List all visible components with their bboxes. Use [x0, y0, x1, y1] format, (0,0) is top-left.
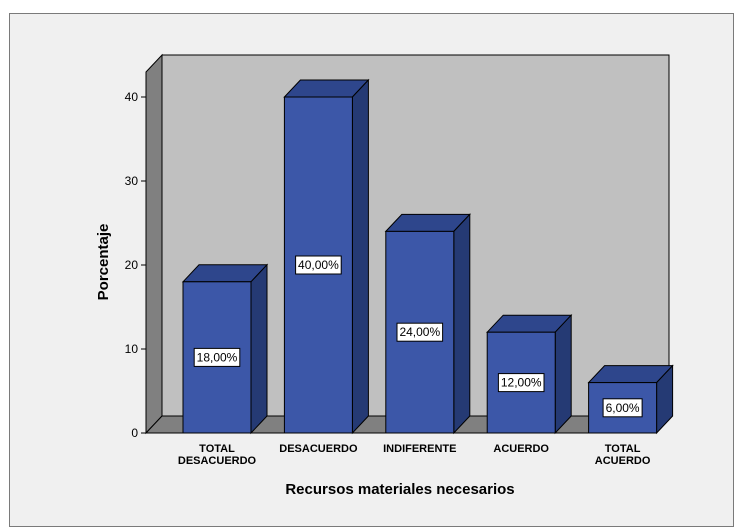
data-label: 40,00%: [298, 258, 339, 272]
data-label-box: [602, 398, 643, 418]
bar-group: 18,00%: [181, 263, 269, 435]
data-label: 18,00%: [197, 350, 238, 364]
y-tick-label: 0: [131, 426, 138, 440]
data-label: 12,00%: [501, 376, 542, 390]
x-tick-label: DESACUERDO: [279, 443, 358, 455]
side-wall: [145, 53, 163, 435]
bar-group: 40,00%: [283, 78, 370, 435]
y-tick-label: 20: [125, 258, 139, 272]
data-label-box: [396, 322, 444, 342]
data-label-box: [193, 347, 241, 367]
x-tick-label: ACUERDO: [493, 443, 549, 455]
x-tick-label: DESACUERDO: [178, 455, 257, 467]
bar-side: [250, 263, 268, 435]
bar-side: [453, 213, 471, 435]
bar-group: 24,00%: [384, 213, 471, 435]
data-label: 6,00%: [606, 401, 640, 415]
x-tick-label: TOTAL: [605, 443, 641, 455]
y-axis: 0 10 20 30 40: [125, 72, 147, 440]
data-label: 24,00%: [399, 325, 440, 339]
y-tick-label: 40: [125, 90, 139, 104]
x-tick-label: INDIFERENTE: [383, 443, 456, 455]
data-label-box: [295, 255, 342, 275]
x-tick-label: ACUERDO: [595, 455, 651, 467]
bar-group: 6,00%: [587, 364, 674, 435]
y-axis-title: Porcentaje: [95, 224, 112, 301]
data-label-box: [497, 373, 545, 393]
bar-group: 12,00%: [486, 313, 573, 435]
y-tick-label: 10: [125, 342, 139, 356]
bar-side: [351, 78, 369, 435]
y-tick-label: 30: [125, 174, 139, 188]
bar-side: [554, 313, 572, 435]
x-axis-title: Recursos materiales necesarios: [285, 481, 514, 498]
bars: 18,00% 40,00% 24,00% 12,00% 6,00%: [181, 78, 674, 435]
x-tick-label: TOTAL: [199, 443, 235, 455]
